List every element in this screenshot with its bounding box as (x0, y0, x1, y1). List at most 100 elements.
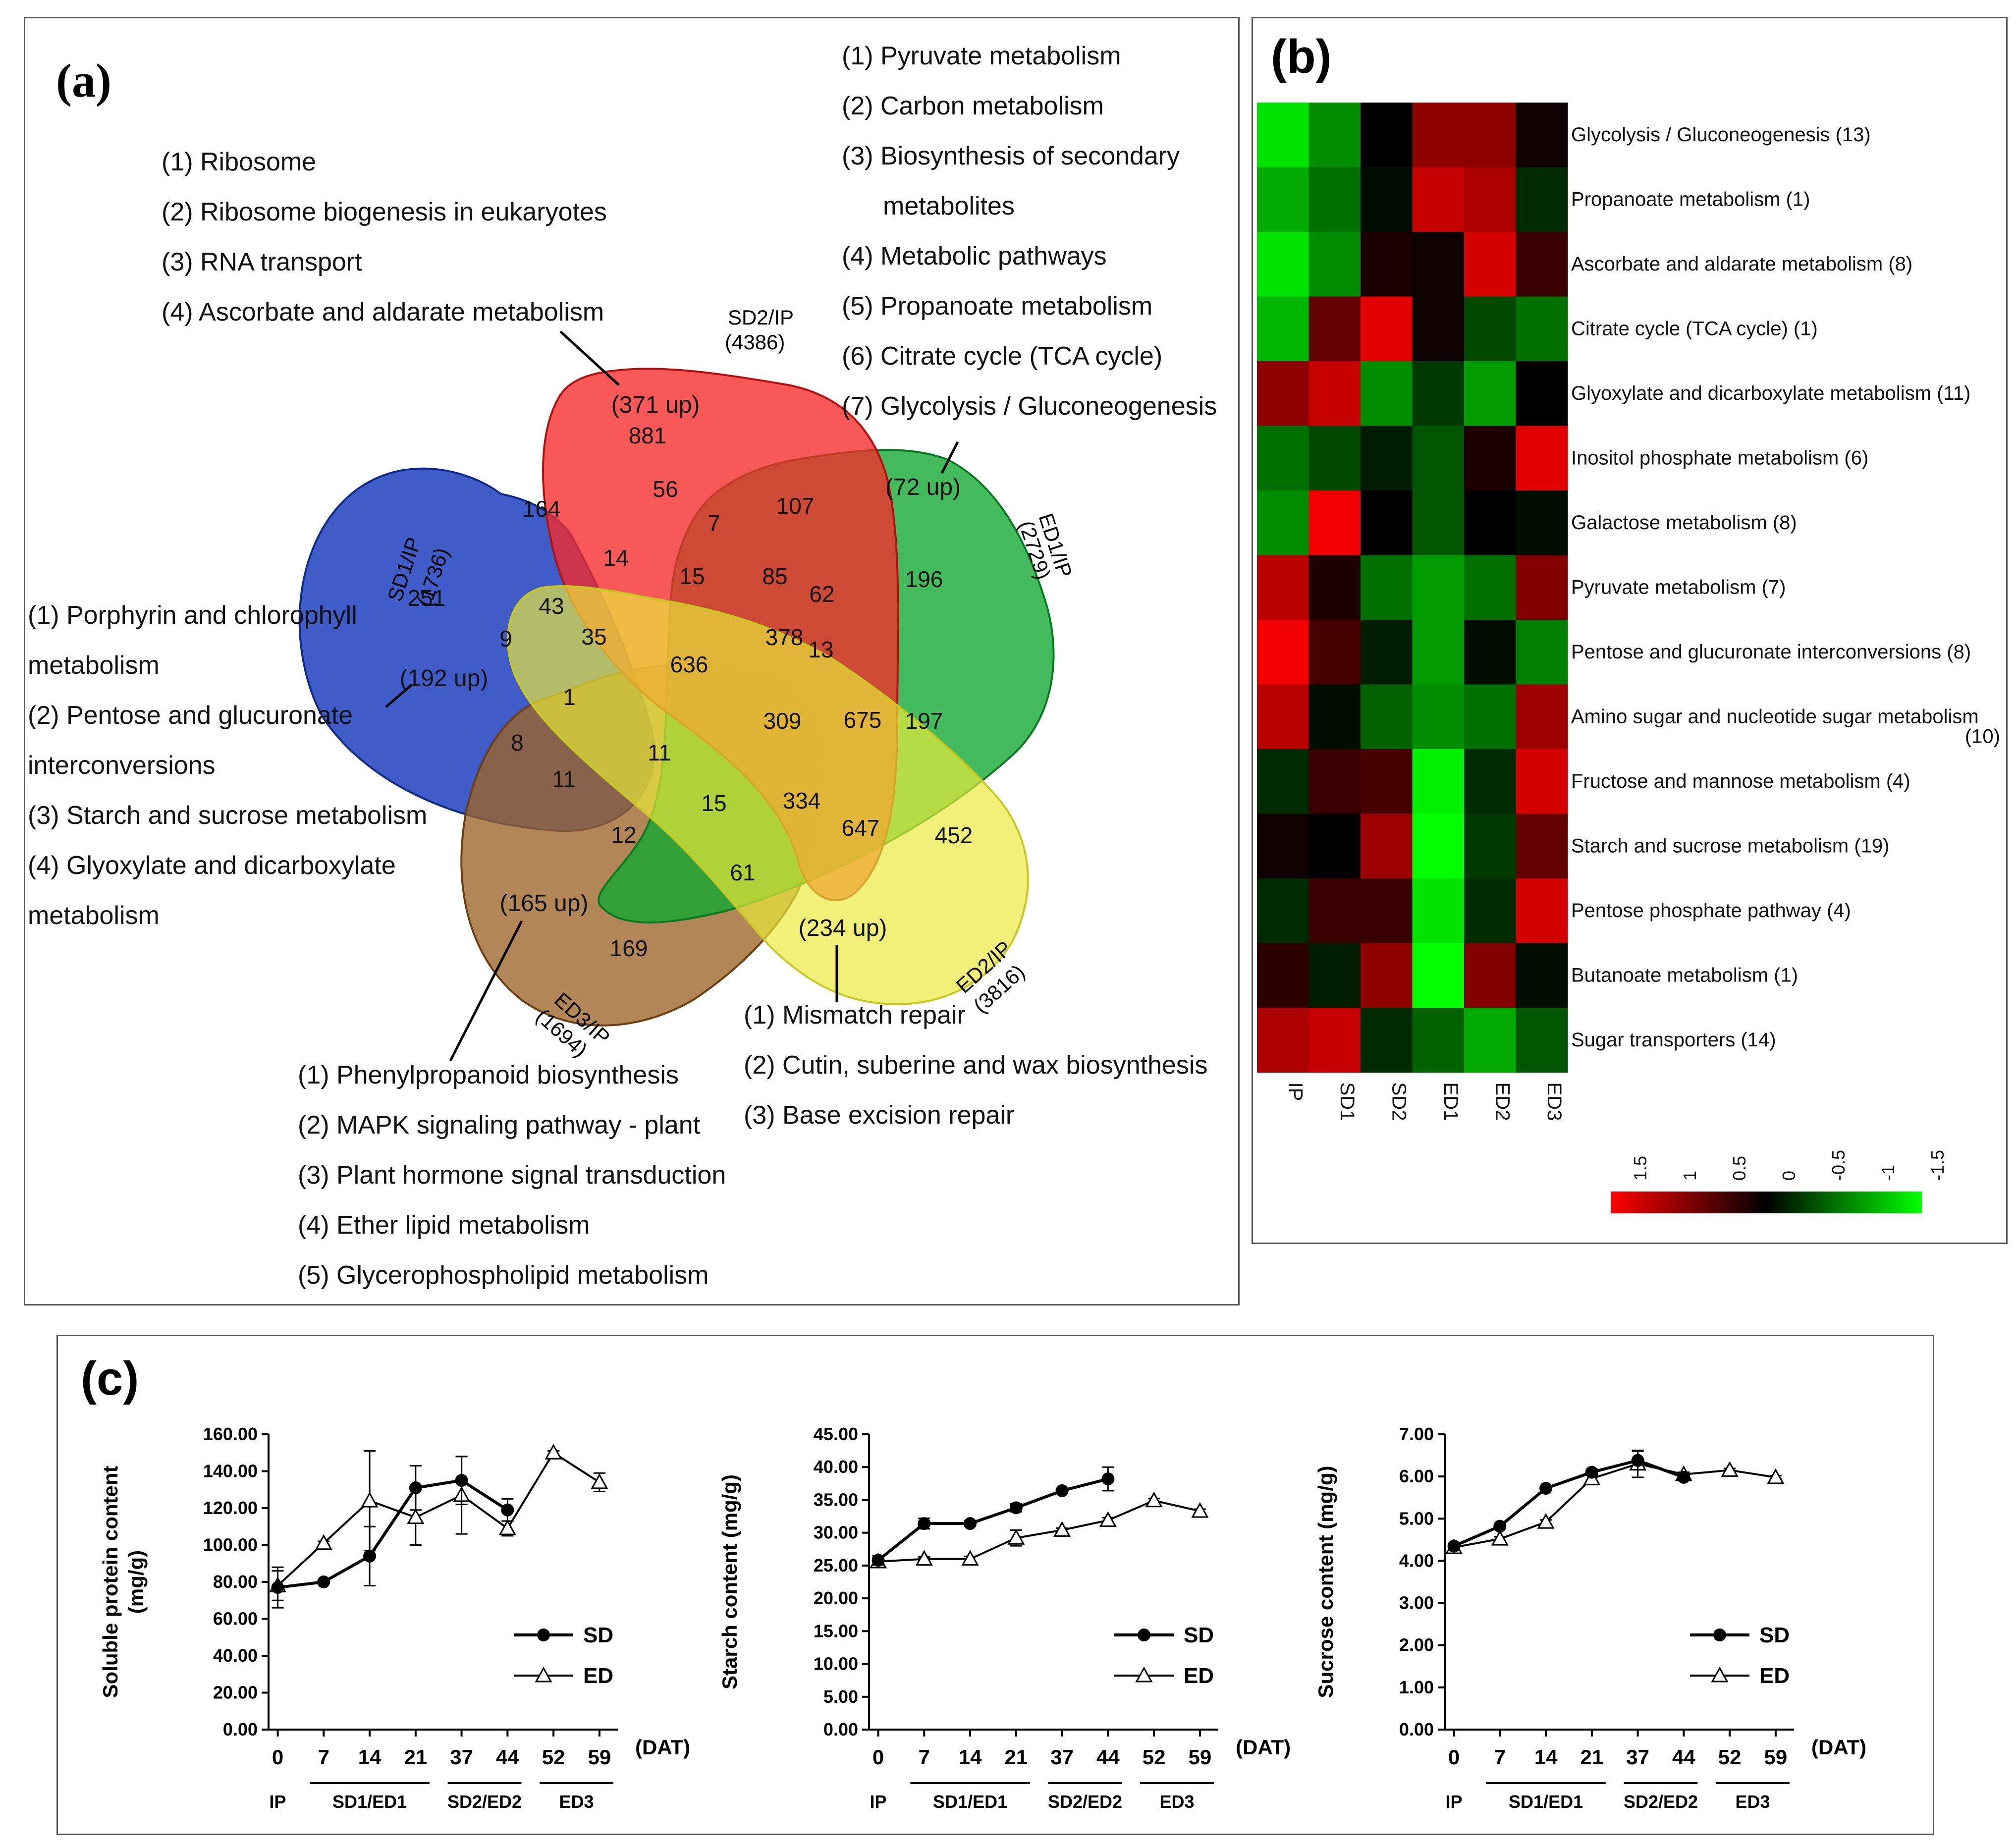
heatmap-cell (1412, 296, 1465, 362)
panel-a: (a) SD2/IP (4386) SD1/IP (1736) E (24, 17, 1240, 1305)
data-point-sd (501, 1503, 514, 1517)
heatmap-cell (1464, 167, 1517, 232)
venn-region-count: 309 (763, 708, 802, 734)
heatmap-cell (1412, 814, 1465, 879)
x-tick-label: 7 (919, 1745, 930, 1769)
heatmap-row-label: Pentose phosphate pathway (4) (1571, 900, 1851, 922)
venn-region-count: 647 (842, 815, 880, 841)
group-label: ED3 (1159, 1792, 1194, 1812)
scale-tick-label: -1.5 (1927, 1150, 1948, 1181)
venn-region-count: 164 (523, 496, 561, 522)
pathway-item: (4) Glyoxylate and dicarboxylate (28, 851, 396, 880)
heatmap-cell (1516, 167, 1568, 232)
legend-marker (1713, 1629, 1726, 1641)
x-tick-label: 0 (872, 1745, 884, 1769)
heatmap-cell (1516, 490, 1568, 556)
legend-label: ED (1759, 1664, 1790, 1688)
heatmap-cell (1308, 878, 1361, 944)
heatmap-cell (1412, 684, 1465, 750)
series-line-sd (1453, 1459, 1685, 1548)
data-point-ed (1537, 1513, 1555, 1529)
y-tick-label: 20.00 (814, 1588, 858, 1608)
heatmap-row-label: Sugar transporters (14) (1571, 1029, 1776, 1051)
venn-region-count: 196 (905, 566, 943, 592)
heatmap-cell (1361, 426, 1413, 491)
heatmap-column-label: ED2 (1491, 1083, 1513, 1121)
data-point-ed (1053, 1521, 1071, 1537)
heatmap-column-label: ED1 (1440, 1083, 1462, 1121)
heatmap-cell (1361, 103, 1413, 168)
line-chart: 0.00 5.00 10.00 15.00 20.00 25.00 30.00 35.00 40… (718, 1424, 1291, 1812)
heatmap-cell (1412, 943, 1465, 1008)
up-label-sd1: (192 up) (400, 665, 489, 692)
heatmap-cell (1257, 296, 1309, 362)
heatmap-cell (1464, 232, 1517, 297)
pathway-item: (1) Phenylpropanoid biosynthesis (298, 1061, 679, 1089)
venn-region-count: 13 (808, 637, 833, 662)
x-tick-label: 52 (1143, 1745, 1166, 1769)
legend-label: ED (1184, 1664, 1214, 1688)
x-tick-label: 44 (1096, 1745, 1120, 1769)
x-tick-label: 7 (318, 1745, 329, 1769)
heatmap-cell (1412, 490, 1465, 556)
heatmap-cell (1516, 361, 1568, 427)
group-label: SD2/ED2 (1624, 1792, 1698, 1812)
y-axis-label: Starch content (mg/g) (718, 1474, 741, 1689)
y-tick-label: 4.00 (1399, 1550, 1434, 1571)
heatmap-cell (1257, 490, 1309, 556)
panel-b: (b) Glycolysis / Gluconeogenesis (13) Pro… (1252, 17, 2008, 1244)
data-point-sd (1055, 1484, 1069, 1497)
heatmap-cell (1464, 103, 1517, 168)
venn-diagram: (a) SD2/IP (4386) SD1/IP (1736) E (28, 42, 1217, 1290)
group-label: IP (870, 1792, 887, 1812)
pathway-item: (3) Starch and sucrose metabolism (28, 801, 427, 830)
y-axis-label: Sucrose content (mg/g) (1314, 1466, 1337, 1698)
data-point-ed (361, 1492, 379, 1508)
heatmap-cell (1257, 943, 1309, 1008)
heatmap-cell (1361, 1008, 1413, 1073)
heatmap-cell (1257, 749, 1309, 815)
x-tick-label: 21 (1580, 1745, 1603, 1769)
y-tick-label: 5.00 (823, 1686, 858, 1707)
x-unit-label: (DAT) (635, 1736, 690, 1759)
heatmap-cell (1361, 555, 1413, 620)
y-tick-label: 0.00 (823, 1719, 858, 1739)
x-tick-label: 14 (1534, 1745, 1558, 1769)
group-label: ED3 (559, 1792, 594, 1812)
data-point-sd (918, 1517, 931, 1530)
data-point-sd (964, 1517, 977, 1530)
heatmap-row-label: Ascorbate and aldarate metabolism (8) (1571, 253, 1912, 275)
scale-tick-label: 1 (1680, 1171, 1700, 1181)
heatmap-cell (1308, 620, 1361, 685)
pathway-item: (6) Citrate cycle (TCA cycle) (842, 342, 1162, 371)
series-line-ed (277, 1451, 600, 1586)
data-point-ed (1491, 1530, 1509, 1546)
data-point-sd (872, 1554, 885, 1567)
y-tick-label: 45.00 (814, 1424, 858, 1444)
heatmap-cell (1464, 943, 1517, 1008)
data-point-sd (1009, 1501, 1023, 1515)
data-point-ed (1191, 1502, 1209, 1518)
data-point-sd (1101, 1472, 1115, 1486)
heatmap-row-label: Glycolysis / Gluconeogenesis (13) (1571, 124, 1871, 146)
legend-marker (1135, 1666, 1153, 1683)
heatmap-cell (1516, 103, 1568, 168)
x-unit-label: (DAT) (1811, 1736, 1866, 1759)
heatmap-cell (1464, 361, 1517, 427)
venn-region-count: 452 (935, 822, 973, 848)
heatmap-cell (1257, 103, 1309, 168)
heatmap-cell (1257, 1008, 1309, 1073)
heatmap-row-label: Citrate cycle (TCA cycle) (1) (1571, 318, 1818, 340)
x-tick-label: 52 (1718, 1745, 1742, 1769)
legend-marker (1138, 1629, 1150, 1641)
y-tick-label: 7.00 (1399, 1424, 1434, 1444)
heatmap-cell (1412, 232, 1465, 297)
heatmap-cell (1257, 232, 1309, 297)
venn-region-count: 11 (648, 740, 671, 765)
venn-region-count: 12 (611, 822, 636, 848)
x-tick-label: 0 (1448, 1745, 1460, 1769)
heatmap-cell (1308, 1008, 1361, 1073)
data-point-ed (1007, 1529, 1025, 1545)
heatmap-cell (1464, 426, 1517, 491)
data-point-sd (409, 1481, 422, 1495)
